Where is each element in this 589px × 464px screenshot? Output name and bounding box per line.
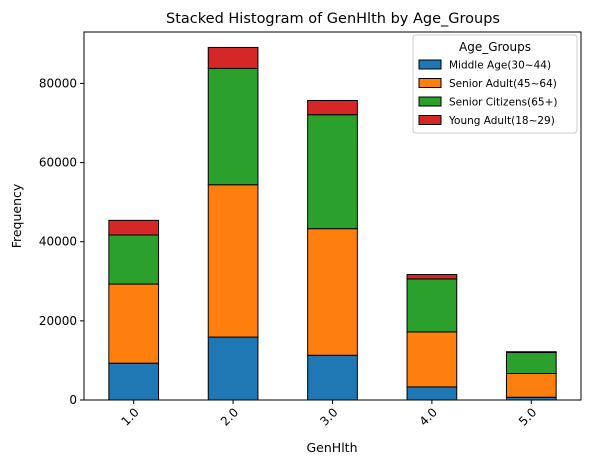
bar-segment: [207, 46, 259, 69]
bar-segment: [108, 283, 160, 364]
bar-segment: [207, 67, 259, 186]
bar-segment: [108, 234, 160, 285]
legend-swatch: [418, 59, 442, 70]
bar-segment: [307, 114, 358, 230]
bar-segment: [406, 274, 458, 280]
x-tick-label: 2.0: [218, 405, 241, 428]
bar-segment: [207, 336, 259, 401]
legend-items: Middle Age(30~44) Senior Adult(45~64) Seni…: [418, 59, 558, 127]
bar-segment: [307, 354, 358, 401]
legend-swatch: [418, 115, 442, 125]
x-axis: 1.0 2.0 3.0 4.0 5.0: [118, 400, 539, 429]
y-tick-label: 60000: [39, 156, 77, 170]
y-tick-label: 80000: [39, 76, 77, 90]
bar-segment: [307, 99, 358, 116]
y-tick-label: 0: [69, 393, 77, 407]
legend-swatch: [418, 78, 442, 88]
bar-segment: [505, 372, 557, 398]
bar-segment: [307, 228, 358, 356]
bar-segment: [406, 331, 458, 388]
legend-title: Age_Groups: [459, 40, 531, 54]
y-axis: 0 20000 40000 60000 80000: [39, 76, 84, 407]
x-axis-label: GenHlth: [307, 440, 358, 455]
legend-label: Senior Citizens(65+): [449, 97, 558, 109]
x-tick-label: 4.0: [417, 405, 440, 428]
y-axis-label: Frequency: [9, 183, 24, 248]
legend-frame: [412, 34, 578, 134]
bar-segment: [108, 362, 160, 401]
x-tick-label: 3.0: [317, 405, 340, 428]
legend-label: Young Adult(18~29): [448, 115, 555, 127]
x-tick-label: 5.0: [516, 405, 539, 428]
legend-swatch: [418, 96, 442, 107]
x-tick-label: 1.0: [118, 405, 141, 428]
bar-segment: [406, 278, 458, 333]
y-tick-label: 40000: [39, 235, 77, 249]
bar-segment: [108, 219, 160, 236]
bar-segment: [505, 352, 557, 374]
legend-label: Middle Age(30~44): [449, 60, 551, 72]
legend-label: Senior Adult(45~64): [449, 78, 557, 90]
chart-title: Stacked Histogram of GenHlth by Age_Grou…: [166, 11, 500, 27]
bars-group: [108, 46, 557, 401]
bar-segment: [406, 386, 458, 401]
y-tick-label: 20000: [39, 314, 77, 328]
bar-segment: [207, 184, 259, 338]
legend: Age_Groups Middle Age(30~44) Senior Adult…: [412, 34, 578, 134]
bar-segment: [505, 351, 557, 354]
